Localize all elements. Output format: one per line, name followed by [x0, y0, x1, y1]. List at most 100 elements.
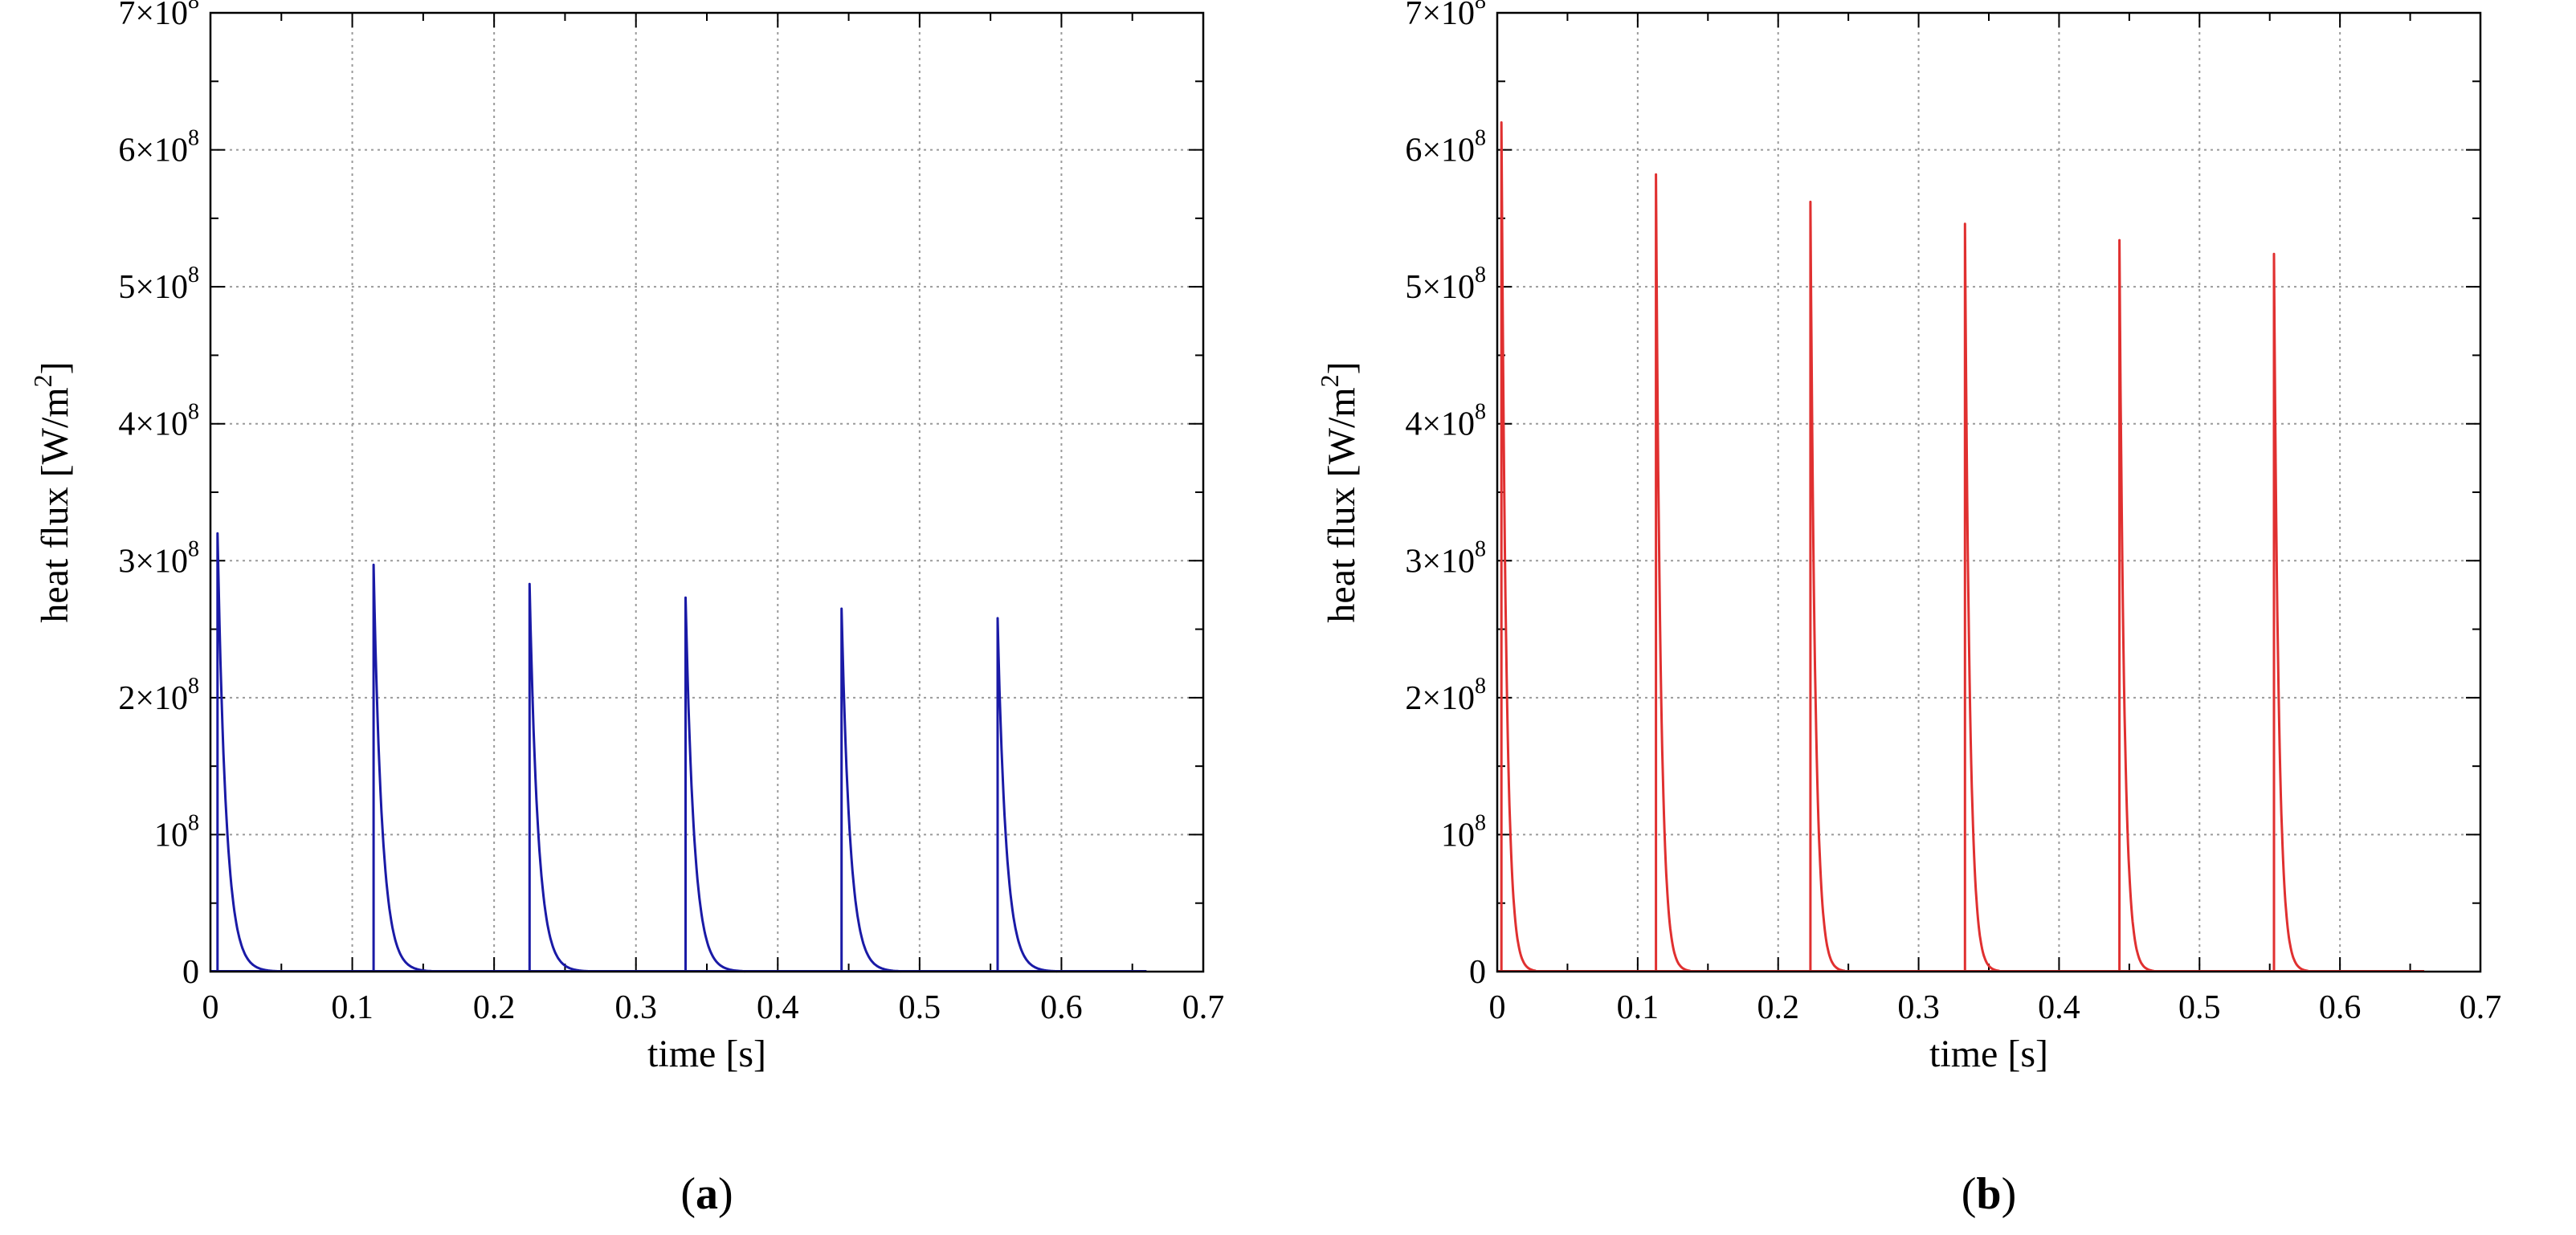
tick-marks [210, 12, 1204, 972]
y-tick-label: 2×108 [1405, 674, 1486, 717]
y-tick-label-base: 2×10 [118, 680, 188, 717]
y-tick-label: 5×108 [118, 263, 199, 306]
y-tick-label: 108 [154, 810, 199, 854]
y-tick-label-exponent: 8 [1475, 0, 1486, 14]
pulse-line [1655, 173, 1692, 972]
y-tick-label: 6×108 [1405, 126, 1486, 169]
x-tick-label: 0.6 [2319, 989, 2362, 1026]
grid [210, 13, 1203, 972]
y-tick-label: 3×108 [1405, 536, 1486, 580]
y-tick-label: 3×108 [118, 536, 199, 580]
x-tick-label: 0.3 [1897, 989, 1940, 1026]
pulse-line [2272, 252, 2309, 972]
x-axis-label: time [s] [647, 1033, 766, 1075]
pulse-line [528, 582, 590, 973]
y-tick-label-exponent: 8 [188, 400, 199, 425]
x-tick-label: 0.3 [614, 989, 657, 1026]
y-tick-label-base: 5×10 [118, 269, 188, 306]
panel-label-close: ) [718, 1169, 733, 1219]
series-heat-flux [210, 532, 1147, 973]
y-tick-label: 0 [182, 954, 199, 991]
y-tick-label-base: 6×10 [118, 132, 188, 169]
y-tick-label-base: 0 [182, 954, 199, 991]
y-tick-label-base: 4×10 [118, 406, 188, 443]
panel-label-letter: b [1976, 1169, 2001, 1219]
y-tick-label: 7×108 [1405, 0, 1486, 32]
pulse-line [1500, 121, 1537, 972]
y-tick-label-base: 3×10 [1405, 543, 1475, 580]
y-tick-label-exponent: 8 [1475, 126, 1486, 151]
y-tick-label-exponent: 8 [188, 674, 199, 699]
panel-label-close: ) [2002, 1169, 2017, 1219]
pulse-line [1809, 200, 1846, 972]
y-tick-label-base: 3×10 [118, 543, 188, 580]
pulse-line [1963, 222, 2000, 972]
y-tick-label-exponent: 8 [188, 263, 199, 287]
y-tick-label-base: 0 [1469, 954, 1486, 991]
pulse-line [996, 617, 1058, 973]
x-tick-label: 0.1 [1617, 989, 1659, 1026]
x-tick-label: 0 [1489, 989, 1506, 1026]
chart-panel-a: 0 0.1 0.2 0.3 0.4 0.5 0.6 0.701082×1083×1084×10… [28, 0, 1225, 1219]
y-tick-label-exponent: 8 [188, 126, 199, 151]
plot-frame [1496, 11, 2482, 973]
y-tick-label-exponent: 8 [1475, 674, 1486, 699]
y-tick-label: 6×108 [118, 126, 199, 169]
y-tick-label-base: 4×10 [1405, 406, 1475, 443]
pulse-line [840, 607, 902, 973]
y-tick-label: 108 [1441, 810, 1486, 854]
x-tick-label: 0.6 [1040, 989, 1083, 1026]
y-tick-label: 7×108 [118, 0, 199, 32]
pulse-line [684, 596, 745, 973]
y-tick-label-exponent: 8 [188, 0, 199, 14]
series-heat-flux [1497, 121, 2425, 972]
y-tick-label: 2×108 [118, 674, 199, 717]
chart-panel-b: 0 0.1 0.2 0.3 0.4 0.5 0.6 0.701082×1083×1084×10… [1315, 0, 2502, 1219]
x-tick-label: 0.2 [473, 989, 516, 1026]
x-tick-label: 0.4 [2038, 989, 2080, 1026]
x-tick-label: 0.1 [331, 989, 374, 1026]
y-tick-label-base: 7×10 [118, 0, 188, 32]
panel-label-open: ( [1962, 1169, 1977, 1219]
pulse-line [216, 532, 278, 972]
y-axis-label-end: ] [34, 361, 76, 374]
x-tick-label: 0.7 [1182, 989, 1225, 1026]
y-tick-label-exponent: 8 [188, 536, 199, 561]
tick-marks [1496, 12, 2481, 972]
y-tick-label-exponent: 8 [188, 810, 199, 835]
y-axis-label: heat flux [W/m2] [28, 361, 76, 622]
plot-frame [209, 11, 1205, 973]
y-tick-label: 4×108 [1405, 400, 1486, 443]
x-tick-label: 0.4 [757, 989, 799, 1026]
y-axis-label: heat flux [W/m2] [1315, 361, 1363, 622]
y-tick-label: 4×108 [118, 400, 199, 443]
pulse-line [372, 563, 434, 972]
y-axis-label-sup: 2 [1315, 374, 1344, 387]
y-tick-label: 0 [1469, 954, 1486, 991]
y-tick-label-exponent: 8 [1475, 400, 1486, 425]
y-tick-label-base: 5×10 [1405, 269, 1475, 306]
y-tick-label-base: 10 [1441, 817, 1475, 854]
y-tick-label-base: 2×10 [1405, 680, 1475, 717]
panel-label: (b) [1962, 1169, 2016, 1219]
y-tick-label-exponent: 8 [1475, 810, 1486, 835]
x-tick-label: 0.7 [2460, 989, 2502, 1026]
x-axis-label: time [s] [1929, 1033, 2048, 1075]
x-tick-label: 0.5 [899, 989, 941, 1026]
x-tick-label: 0 [202, 989, 219, 1026]
x-tick-label: 0.2 [1757, 989, 1799, 1026]
y-axis-label-main: heat flux [W/m [34, 387, 76, 622]
y-tick-label-base: 6×10 [1405, 132, 1475, 169]
y-tick-label: 5×108 [1405, 263, 1486, 306]
panel-label-open: ( [680, 1169, 696, 1219]
y-tick-label-base: 10 [154, 817, 188, 854]
panel-label-letter: a [696, 1169, 718, 1219]
y-tick-label-base: 7×10 [1405, 0, 1475, 32]
y-tick-label-exponent: 8 [1475, 536, 1486, 561]
panel-label: (a) [680, 1169, 733, 1219]
y-axis-label-sup: 2 [28, 374, 57, 387]
pulse-line [2118, 238, 2155, 972]
y-axis-label-end: ] [1321, 361, 1363, 374]
y-axis-label-main: heat flux [W/m [1321, 387, 1363, 622]
x-tick-label: 0.5 [2178, 989, 2221, 1026]
